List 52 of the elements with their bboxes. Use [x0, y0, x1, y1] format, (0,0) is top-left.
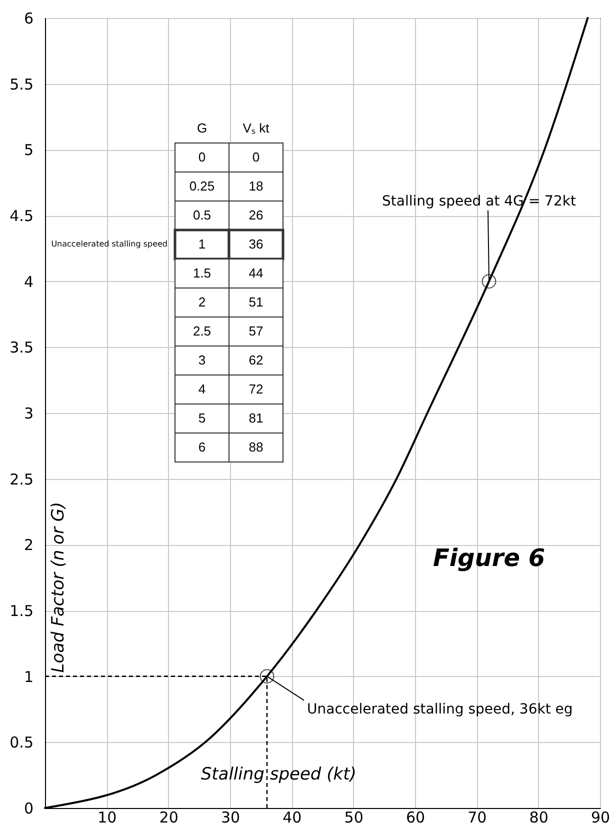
x-tick-label: 50: [344, 808, 364, 826]
y-tick-label: 4.5: [10, 207, 34, 225]
y-axis-title: Load Factor (n or G): [48, 502, 68, 673]
x-tick-label: G: [196, 120, 208, 136]
x-axis-title: Stalling speed (kt): [200, 764, 356, 784]
y-tick-label: 3.5: [10, 338, 34, 357]
data-label: 36: [248, 236, 264, 252]
data-label: 0.5: [192, 208, 212, 222]
x-tick-label: 40: [282, 808, 302, 826]
data-label: 1.5: [192, 266, 212, 280]
data-label: 44: [248, 266, 264, 280]
data-label: 1: [198, 236, 206, 252]
data-label: 62: [248, 352, 264, 368]
y-tick-label: 5.5: [10, 75, 34, 94]
text: Figure 6: [432, 544, 546, 572]
y-tick-label: 5: [24, 141, 34, 160]
data-label: 72: [248, 382, 264, 396]
data-label: 51: [248, 294, 264, 310]
data-label: 81: [248, 410, 264, 426]
y-tick-label: 2.5: [10, 470, 34, 488]
x-tick-label: 10: [98, 808, 117, 826]
data-label: 0: [198, 150, 206, 164]
data-label: 6: [198, 440, 206, 454]
y-tick-label: 2: [24, 536, 34, 554]
x-tick-label: 30: [220, 808, 240, 826]
data-label: 88: [248, 440, 264, 454]
data-label: 2.5: [192, 324, 212, 338]
x-tick-label: 90: [590, 808, 610, 826]
annotation: Unaccelerated stalling speed, 36kt eg: [307, 701, 573, 718]
data-label: 26: [248, 208, 264, 222]
data-label: 0: [252, 150, 260, 164]
annotation: Stalling speed at 4G = 72kt: [382, 193, 576, 210]
data-label: 0.25: [189, 178, 215, 194]
y-tick-label: 0: [24, 800, 34, 818]
y-tick-label: 4: [24, 272, 34, 291]
data-label: 4: [198, 382, 206, 396]
data-label: 2: [198, 294, 206, 310]
x-tick-label: Vₛ kt: [242, 120, 270, 136]
y-tick-label: 0.5: [10, 734, 34, 752]
y2-tick-label: Unaccelerated stalling speed: [51, 240, 168, 248]
y-tick-label: 6: [24, 10, 34, 28]
y-tick-label: 3: [24, 404, 34, 422]
y-tick-label: 1.5: [10, 602, 34, 620]
x-tick-label: 20: [159, 808, 178, 826]
data-label: 57: [248, 324, 264, 338]
data-label: 5: [198, 410, 206, 426]
data-label: 18: [248, 178, 264, 194]
x-tick-label: 80: [529, 808, 548, 826]
x-tick-label: 70: [468, 808, 487, 826]
y-tick-label: 1: [24, 668, 34, 686]
x-tick-label: 60: [406, 808, 426, 826]
data-label: 3: [198, 352, 206, 368]
